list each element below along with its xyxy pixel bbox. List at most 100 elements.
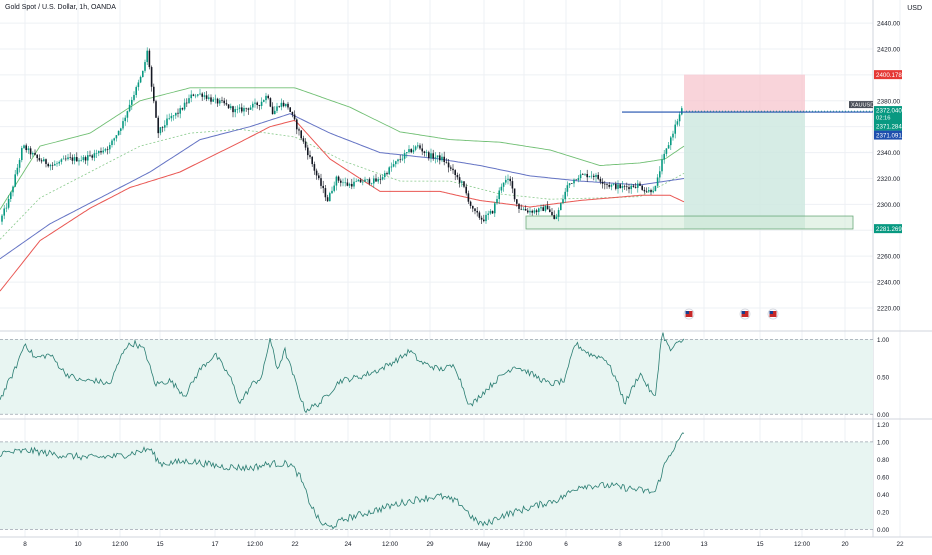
candle-body (236, 109, 239, 110)
candle-body (340, 180, 342, 183)
candle (634, 182, 637, 189)
candle-body (436, 155, 439, 158)
candle-body (661, 159, 663, 172)
candle-body (353, 181, 355, 187)
candle-body (478, 212, 481, 218)
candle-body (588, 176, 591, 178)
candle-body (401, 158, 404, 160)
candle (681, 106, 683, 116)
candle (157, 115, 159, 139)
candle-body (346, 182, 349, 186)
candle (364, 176, 366, 182)
candle (192, 93, 195, 97)
candle-body (403, 153, 406, 159)
time-axis-tick: 24 (344, 541, 352, 548)
candle-body (256, 102, 258, 106)
candle-body (351, 183, 353, 187)
candle-body (166, 118, 168, 126)
oscillator1-band-fill (0, 339, 873, 415)
candle (278, 105, 280, 108)
candle-body (16, 167, 19, 175)
candle-body (601, 181, 604, 184)
candle-body (326, 197, 329, 202)
candle (265, 92, 267, 104)
candle-body (370, 183, 373, 185)
candle-body (258, 105, 261, 106)
time-axis-tick: 12:00 (654, 541, 670, 548)
oscillator2-band-fill (0, 441, 873, 530)
time-axis-tick: 6 (564, 541, 568, 548)
last-price-value: 2372.040 (876, 108, 902, 115)
candle-body (150, 67, 153, 87)
candle-body (62, 158, 65, 160)
candle (109, 142, 111, 154)
candle-body (608, 184, 610, 187)
candle-body (628, 187, 630, 190)
candle-body (87, 155, 89, 161)
candle (296, 118, 298, 135)
candle (544, 205, 547, 213)
candle-body (58, 161, 60, 164)
time-axis-tick: 12:00 (794, 541, 810, 548)
price-axis-tick: 2340.00 (877, 150, 901, 157)
candle (313, 161, 316, 175)
candle-body (221, 100, 223, 101)
candle-body (12, 186, 14, 193)
candle (21, 145, 23, 163)
candle (315, 168, 318, 180)
candle-body (445, 161, 448, 163)
candle (56, 161, 58, 167)
candle-body (192, 94, 195, 96)
candle (243, 105, 245, 117)
candle-body (230, 106, 232, 109)
support-zone (525, 215, 854, 230)
candle (566, 181, 569, 197)
candle (494, 201, 496, 218)
time-axis-tick: May (478, 541, 491, 548)
candle (324, 185, 327, 201)
candle-body (518, 203, 520, 209)
candle (489, 209, 492, 215)
candle-body (474, 208, 476, 211)
candle-body (447, 162, 450, 168)
price-axis-tick: 2260.00 (877, 254, 901, 261)
candle-body (476, 210, 478, 213)
time-axis-tick: 29 (426, 541, 434, 548)
candle (538, 207, 540, 216)
candle-body (535, 210, 538, 213)
candle-body (14, 174, 16, 187)
candle (65, 155, 67, 162)
candle-body (227, 104, 230, 109)
candle-body (630, 185, 632, 190)
candle-body (43, 159, 45, 162)
candle (553, 210, 555, 220)
candle-body (271, 106, 274, 115)
candle (610, 183, 613, 191)
candle (263, 99, 265, 103)
candle-body (252, 103, 254, 108)
candle-body (172, 115, 175, 117)
event-flag-canton (741, 311, 745, 314)
candle (252, 101, 254, 111)
candle (177, 108, 179, 118)
candle (595, 172, 597, 182)
candle (414, 145, 417, 152)
candle (434, 152, 437, 164)
price-axis-tick: 2420.00 (877, 46, 901, 53)
candle (513, 188, 516, 202)
candle (362, 179, 364, 186)
candle-body (194, 95, 197, 97)
candle-body (232, 106, 234, 113)
candle (474, 207, 476, 215)
candle (472, 205, 474, 213)
candle-body (225, 103, 228, 105)
candle-body (247, 108, 250, 110)
candle-body (260, 101, 263, 106)
oscillator1-line (0, 332, 685, 414)
candle (654, 185, 657, 192)
candle (535, 208, 538, 216)
candle-body (428, 152, 430, 159)
candle-body (674, 124, 676, 134)
candle-body (590, 175, 593, 177)
